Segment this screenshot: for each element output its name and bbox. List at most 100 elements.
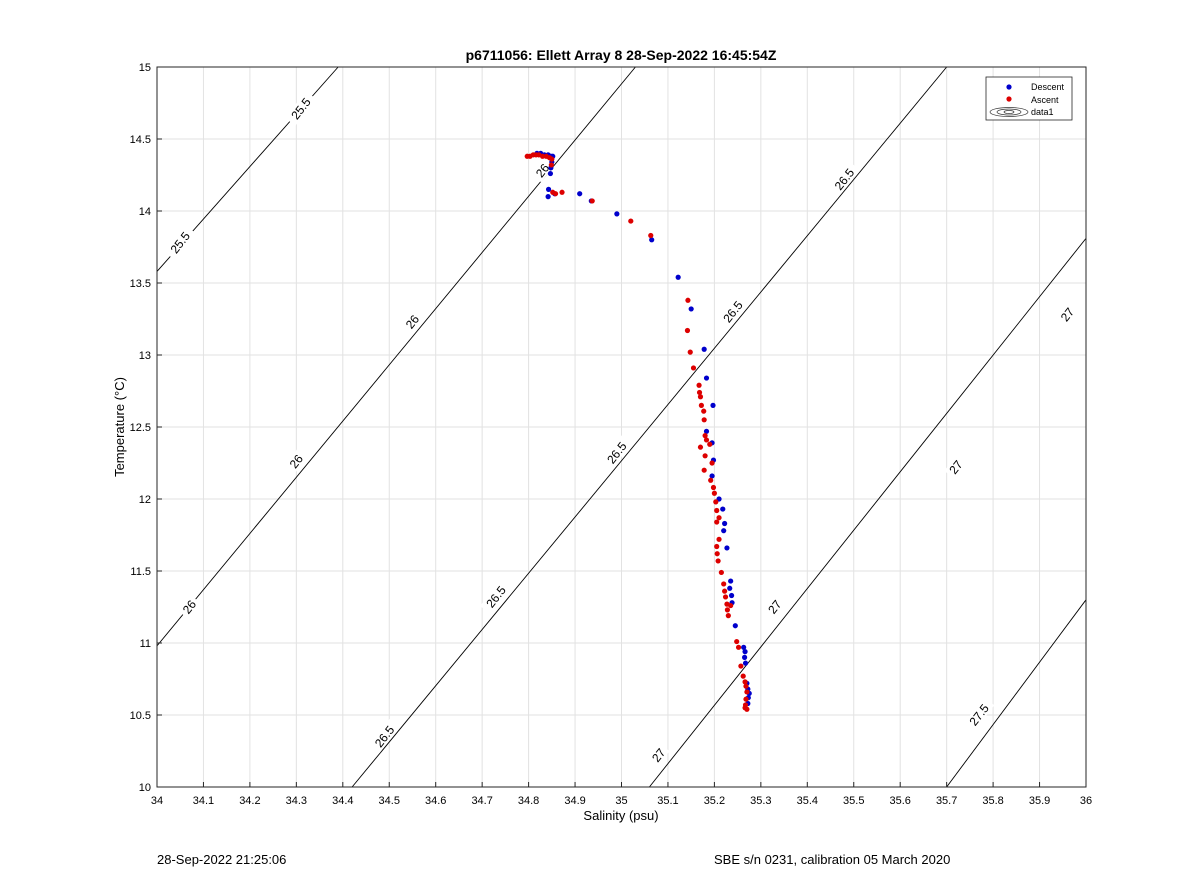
isopycnal-label: 27 [763,594,786,619]
ascent-point [707,441,713,447]
data-points [524,150,752,712]
ascent-point [738,663,744,669]
isopycnal-label: 26 [400,309,424,334]
ascent-point [687,349,693,355]
ascent-point [714,519,720,525]
isopycnal-label: 26.5 [828,161,860,197]
descent-point [709,473,715,479]
ascent-point [702,433,708,439]
ascent-point [589,198,595,204]
isopycnal-label: 27 [646,743,670,767]
ascent-point [698,402,704,408]
legend-ascent-marker [1006,96,1012,102]
isopycnal-labels: 25.525.52626262626.526.526.526.526.52727… [164,91,1079,767]
isopycnal-label: 26 [284,449,308,474]
chart-title: p6711056: Ellett Array 8 28-Sep-2022 16:… [466,47,777,63]
descent-point [703,428,710,434]
isopycnal-label: 25.5 [285,91,317,126]
descent-point [724,545,730,551]
legend-data1-label: data1 [1031,107,1054,117]
ascent-point [709,460,715,466]
y-tick-label: 14 [139,206,151,218]
x-tick-label: 35.8 [982,795,1003,807]
x-axis: 34 34.1 34.2 34.3 34.4 34.5 34.6 34.7 34.8 34.9 35… [151,782,1092,807]
y-tick-label: 10.5 [130,710,151,722]
y-tick-label: 13 [139,350,151,362]
ascent-point [685,297,691,303]
descent-point [728,592,735,599]
legend-descent-label: Descent [1031,82,1065,92]
descent-point [720,506,726,512]
legend-ascent-label: Ascent [1031,95,1059,105]
x-tick-label: 34.2 [239,795,260,807]
ascent-point [743,696,749,702]
x-tick-label: 34.3 [286,795,307,807]
ascent-point [724,607,731,613]
x-tick-label: 34.8 [518,795,539,807]
y-tick-label: 10 [139,782,151,794]
y-axis-label: Temperature (°C) [112,377,127,477]
isopycnal-label: 27 [944,455,967,479]
ascent-point [648,232,654,239]
x-tick-label: 34.4 [332,795,353,807]
descent-point [614,211,620,217]
y-tick-label: 14.5 [130,134,151,146]
descent-point [649,237,655,243]
descent-point [742,649,748,655]
x-tick-label: 35.7 [936,795,957,807]
ascent-point [742,679,748,685]
ascent-point [628,218,634,224]
footer-calibration: SBE s/n 0231, calibration 05 March 2020 [714,852,951,867]
ascent-point [702,453,708,459]
ascent-point [714,507,720,514]
descent-point [727,585,733,591]
legend: Descent Ascent data1 [985,76,1073,121]
ascent-point [728,602,734,609]
x-tick-label: 35.3 [750,795,771,807]
ascent-point [715,558,721,564]
y-tick-label: 13.5 [130,278,151,290]
ascent-point [711,490,718,496]
descent-point [741,654,748,661]
ascent-point [735,644,742,650]
ascent-point [552,191,559,197]
x-tick-label: 35 [615,795,627,807]
y-tick-label: 12.5 [130,422,151,434]
x-tick-label: 35.4 [797,795,818,807]
ascent-point [697,394,704,400]
descent-point [722,520,728,527]
x-tick-label: 36 [1080,795,1092,807]
x-tick-label: 34.7 [471,795,492,807]
ascent-point [708,477,714,483]
ascent-point [718,569,724,576]
isopycnal-label: 26 [530,158,554,183]
isopycnal-line-26 [156,66,636,647]
descent-point [688,306,694,312]
descent-point [742,660,749,666]
legend-box [985,76,1073,121]
ascent-point [743,683,749,689]
ascent-point [697,444,704,450]
descent-point [545,194,551,200]
isopycnal-label: 25.5 [164,224,196,260]
ascent-point [722,594,729,600]
ascent-point [716,536,722,542]
isopycnal-label: 26.5 [368,718,400,754]
descent-point [710,402,716,408]
y-tick-label: 11 [140,638,151,650]
ascent-point [701,417,707,423]
ascent-point [714,543,720,550]
descent-point [547,170,554,177]
ascent-point [725,613,731,619]
x-tick-label: 34.6 [425,795,446,807]
ascent-point [684,327,691,334]
ascent-point [690,365,697,371]
ascent-point [548,162,554,168]
isopycnal-label: 26 [177,594,201,619]
x-tick-label: 35.9 [1029,795,1050,807]
ascent-point [721,581,727,587]
y-axis: 10 10.5 11 11.5 12 12.5 13 13.5 14 14.5 15 [130,62,162,794]
isopycnal-line-27 [649,238,1087,788]
x-tick-label: 34.9 [564,795,585,807]
